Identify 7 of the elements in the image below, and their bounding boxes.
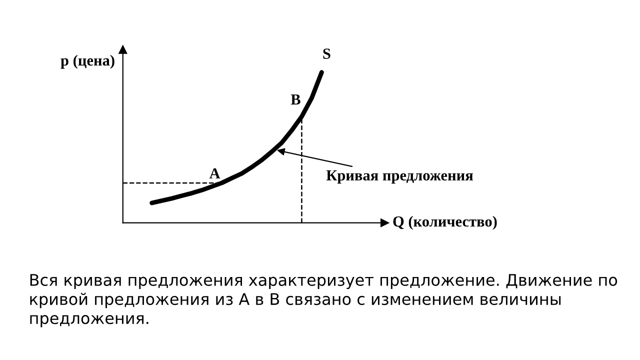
text: Вся кривая предложения характеризует предложение. Движение по кривой предложения из А в В связано с изменением величины предложения.	[30, 274, 618, 328]
annotation: Кривая предложения	[326, 170, 473, 184]
x-axis-title: Q (количество)	[393, 216, 497, 230]
annotation: B	[290, 94, 300, 105]
series-label: S	[323, 48, 330, 59]
ref-line-label: A	[209, 168, 220, 178]
y-axis-title: p (цена)	[60, 54, 114, 69]
